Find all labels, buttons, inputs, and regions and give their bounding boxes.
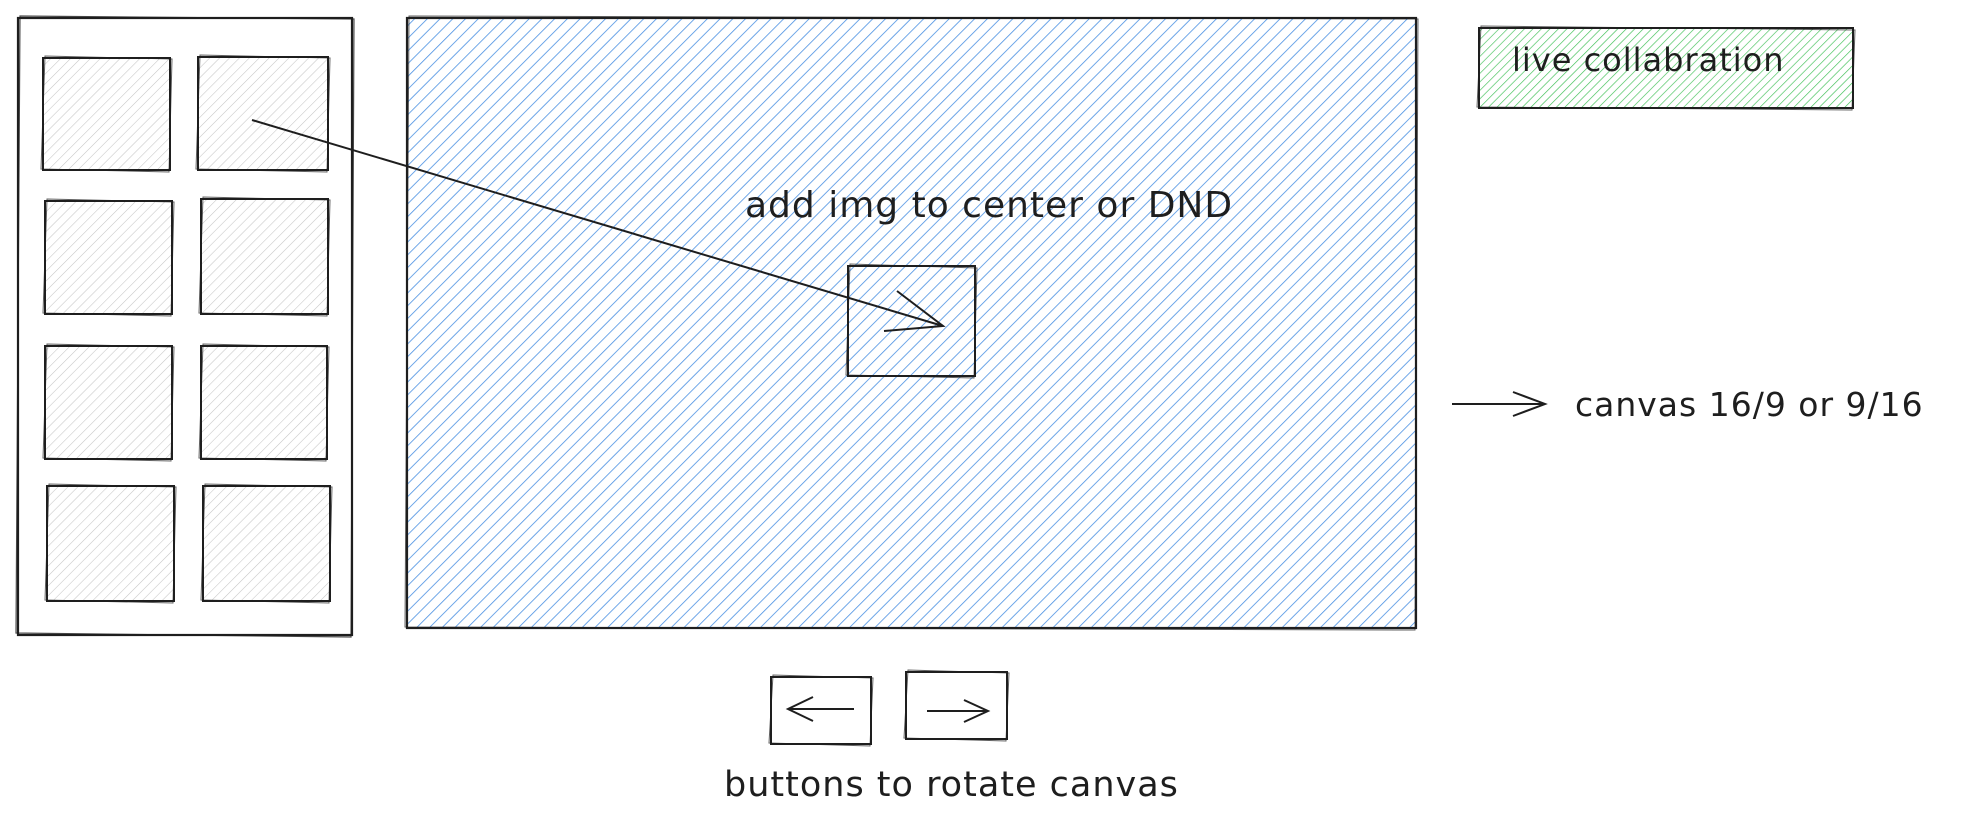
rotate-buttons-note: buttons to rotate canvas: [724, 765, 1179, 805]
thumbnail-8[interactable]: [200, 483, 333, 604]
live-collaboration-label: live collabration: [1512, 41, 1785, 79]
thumbnail-1[interactable]: [40, 55, 173, 173]
canvas-ratio-note: canvas 16/9 or 9/16: [1575, 385, 1924, 424]
thumbnail-3[interactable]: [42, 198, 175, 317]
thumbnail-4[interactable]: [198, 196, 331, 317]
live-collaboration-button[interactable]: [1476, 25, 1856, 111]
image-drop-target[interactable]: [845, 263, 978, 379]
dnd-connector-arrow: [251, 119, 944, 327]
canvas-instruction-label: add img to center or DND: [745, 185, 1234, 226]
annotation-pointer-arrow-icon: [1452, 391, 1548, 417]
thumbnail-2[interactable]: [195, 54, 331, 173]
arrow-right-icon: [927, 699, 991, 723]
rotate-right-button[interactable]: [903, 669, 1010, 742]
thumbnail-sidebar: [15, 15, 355, 638]
main-canvas[interactable]: [404, 15, 1419, 631]
thumbnail-7[interactable]: [44, 483, 177, 604]
thumbnail-5[interactable]: [42, 343, 175, 462]
rotate-left-button[interactable]: [768, 674, 874, 747]
arrow-left-icon: [785, 696, 854, 722]
drop-target-arrow-icon: [883, 290, 946, 332]
thumbnail-6[interactable]: [198, 343, 330, 462]
